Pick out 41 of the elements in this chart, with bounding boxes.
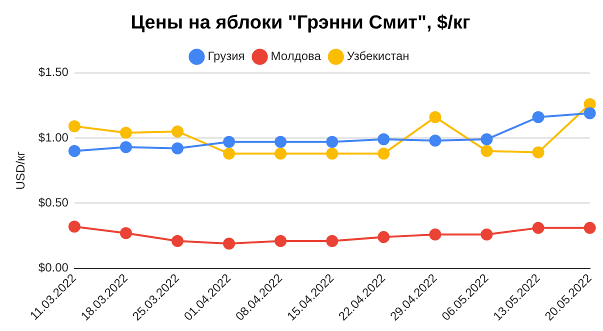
point: [326, 234, 338, 247]
y-tick-label: $0.50: [38, 195, 69, 210]
point: [223, 148, 236, 160]
point: [68, 120, 80, 132]
point: [378, 231, 390, 244]
point: [172, 125, 184, 138]
legend-label: Грузия: [208, 49, 245, 64]
point: [378, 133, 390, 146]
y-tick-label: $0.00: [38, 260, 69, 275]
point: [274, 136, 287, 148]
point: [532, 146, 544, 158]
point: [378, 148, 390, 160]
point: [480, 228, 493, 240]
point: [532, 111, 544, 124]
point: [120, 227, 132, 240]
point: [429, 111, 442, 124]
point: [68, 220, 80, 233]
point: [120, 141, 132, 154]
legend-label: Узбекистан: [346, 49, 410, 64]
y-tick-label: $1.50: [38, 65, 69, 80]
point: [274, 148, 287, 160]
point: [584, 107, 596, 120]
point: [584, 222, 596, 234]
point: [480, 133, 493, 146]
point: [480, 145, 493, 158]
point: [274, 234, 287, 247]
chart-title: Цены на яблоки "Грэнни Смит", $/кг: [130, 12, 470, 34]
y-tick-label: $1.00: [38, 130, 69, 144]
y-axis-title: USD/кг: [14, 150, 28, 190]
point: [68, 145, 80, 158]
point: [172, 142, 184, 154]
point: [223, 238, 236, 250]
point: [326, 148, 338, 160]
point: [429, 228, 442, 240]
legend-label: Молдова: [270, 49, 322, 64]
point: [120, 126, 132, 139]
point: [172, 234, 184, 247]
point: [532, 222, 544, 234]
point: [223, 136, 236, 148]
point: [429, 134, 442, 147]
point: [326, 136, 338, 148]
